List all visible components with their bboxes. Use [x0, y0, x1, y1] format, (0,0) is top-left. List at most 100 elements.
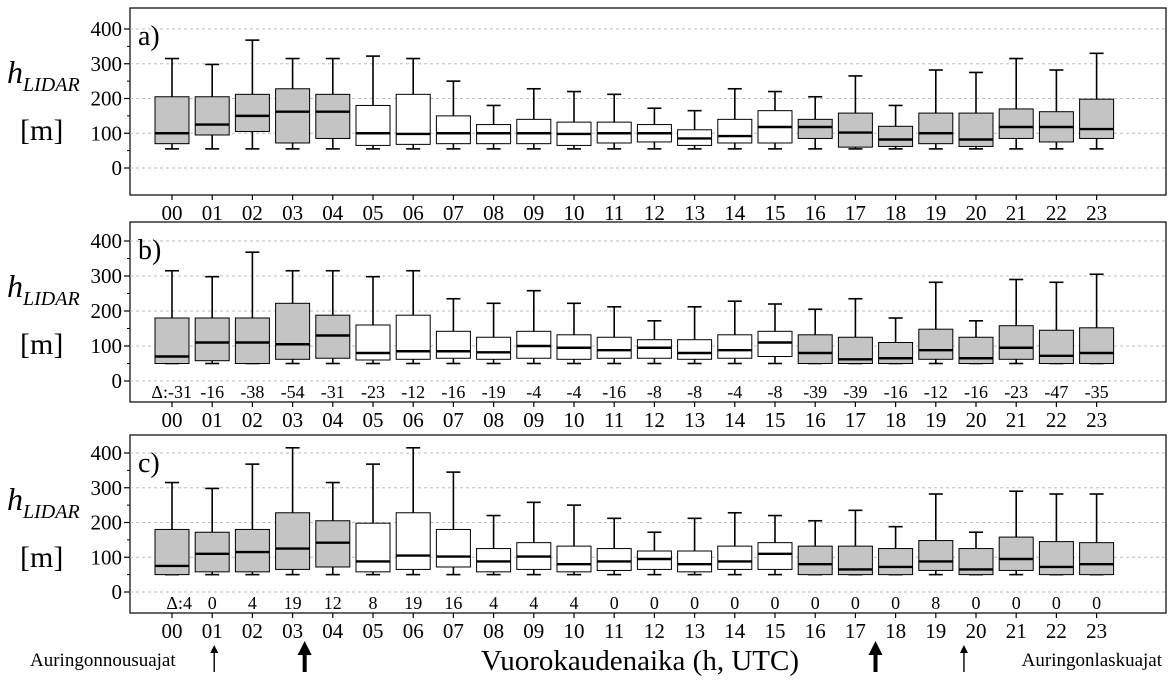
box-iqr [878, 125, 914, 147]
box-21 [998, 57, 1034, 150]
x-tick-label: 15 [765, 408, 786, 432]
sunset-label: Auringonlaskuajat [1022, 650, 1163, 671]
delta-label: -4 [567, 382, 582, 402]
arrow-head [297, 641, 312, 655]
delta-label: 0 [1092, 593, 1101, 613]
box-01 [194, 63, 230, 150]
x-tick-label: 13 [684, 408, 705, 432]
delta-label: 0 [610, 593, 619, 613]
box-13 [677, 305, 713, 365]
box-iqr [194, 531, 230, 573]
x-tick-label: 06 [403, 619, 424, 643]
box-17 [837, 75, 873, 150]
x-tick-label: 23 [1086, 619, 1107, 643]
x-tick-label: 11 [604, 619, 624, 643]
y-tick-label: 400 [91, 229, 123, 253]
box-iqr [998, 325, 1034, 360]
x-tick-label: 01 [202, 619, 223, 643]
x-tick-label: 16 [805, 201, 826, 225]
x-tick-label: 17 [845, 619, 866, 643]
box-00 [154, 57, 190, 150]
x-tick-label: 01 [202, 201, 223, 225]
delta-label: 0 [730, 593, 739, 613]
box-iqr [556, 545, 592, 573]
box-00 [154, 269, 190, 365]
box-iqr [958, 548, 994, 576]
x-tick-label: 12 [644, 408, 665, 432]
x-tick-label: 23 [1086, 201, 1107, 225]
arrow-head [210, 645, 219, 653]
x-tick-label: 20 [966, 619, 987, 643]
panel-frame [129, 434, 1167, 614]
x-tick-label: 23 [1086, 408, 1107, 432]
x-tick-label: 18 [885, 408, 906, 432]
delta-label: 8 [931, 593, 940, 613]
x-axis-label: Vuorokaudenaika (h, UTC) [481, 645, 799, 677]
delta-label: -39 [843, 382, 867, 402]
box-iqr [596, 336, 632, 359]
x-tick-label: 21 [1006, 619, 1027, 643]
delta-label: 4 [529, 593, 538, 613]
box-iqr [677, 550, 713, 573]
sun-arrow-thin [959, 645, 968, 672]
box-iqr [275, 302, 311, 360]
delta-label: 0 [690, 593, 699, 613]
x-tick-label: 19 [925, 201, 946, 225]
delta-label: -19 [482, 382, 506, 402]
box-03 [275, 57, 311, 150]
box-16 [797, 308, 833, 365]
x-tick-label: 14 [724, 201, 746, 225]
box-03 [275, 446, 311, 576]
delta-label: 16 [444, 593, 462, 613]
box-iqr [837, 112, 873, 148]
delta-label: 19 [284, 593, 302, 613]
y-tick-label: 0 [112, 156, 123, 180]
box-15 [757, 303, 793, 365]
y-tick-label: 300 [91, 52, 123, 76]
box-iqr [435, 330, 471, 359]
box-iqr [395, 512, 431, 570]
x-tick-label: 17 [845, 201, 866, 225]
x-tick-label: 00 [162, 408, 183, 432]
x-tick-label: 09 [523, 619, 544, 643]
y-tick-label: 100 [91, 121, 123, 145]
y-tick-label: 0 [112, 580, 123, 604]
box-iqr [797, 545, 833, 576]
delta-label: 0 [650, 593, 659, 613]
box-12 [636, 531, 672, 576]
box-08 [476, 302, 512, 365]
box-iqr [1038, 541, 1074, 576]
x-tick-label: 16 [805, 408, 826, 432]
delta-label: 4 [570, 593, 579, 613]
x-tick-label: 11 [604, 408, 624, 432]
box-17 [837, 509, 873, 576]
y-axis-label-subscript: LIDAR [22, 288, 80, 310]
y-tick-label: 100 [91, 545, 123, 569]
box-iqr [677, 339, 713, 360]
x-tick-label: 19 [925, 408, 946, 432]
x-tick-label: 04 [322, 408, 344, 432]
delta-label: Δ:-31 [151, 382, 192, 402]
y-axis-unit: [m] [20, 328, 63, 361]
box-iqr [516, 330, 552, 359]
box-22 [1038, 281, 1074, 365]
box-20 [958, 531, 994, 576]
box-23 [1079, 493, 1115, 576]
box-04 [315, 57, 351, 150]
box-iqr [395, 93, 431, 145]
x-tick-label: 20 [966, 408, 987, 432]
box-iqr [958, 112, 994, 147]
x-tick-label: 04 [322, 619, 344, 643]
x-tick-label: 17 [845, 408, 866, 432]
x-tick-label: 22 [1046, 408, 1067, 432]
x-tick-label: 14 [724, 408, 746, 432]
box-15 [757, 90, 793, 150]
box-iqr [757, 542, 793, 570]
box-iqr [476, 336, 512, 360]
x-tick-label: 14 [724, 619, 746, 643]
box-iqr [234, 317, 270, 364]
x-tick-label: 13 [684, 201, 705, 225]
delta-label: -16 [200, 382, 224, 402]
